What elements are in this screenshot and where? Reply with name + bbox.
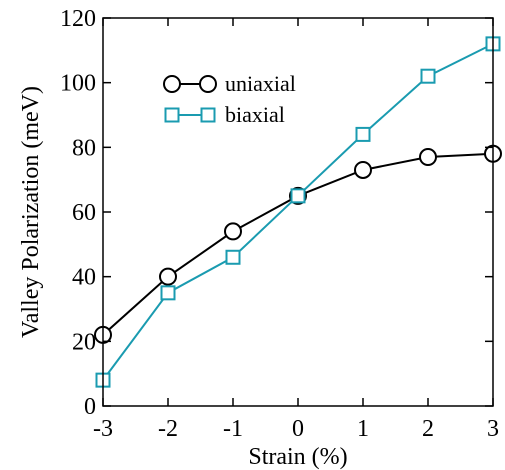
y-tick-label: 20 [72,329,96,355]
x-tick-label: 3 [487,416,499,442]
y-tick-label: 80 [72,135,96,161]
legend-label-uniaxial: uniaxial [225,71,296,96]
legend-marker-biaxial [200,107,216,123]
uniaxial-point [354,160,372,179]
biaxial-point [355,126,371,142]
x-tick-label: 2 [422,416,434,442]
uniaxial-point [159,267,177,286]
biaxial-point [160,285,176,301]
x-tick-label: -3 [93,416,113,442]
biaxial-point [290,188,306,204]
legend-marker-biaxial [164,107,180,123]
x-tick-label: 1 [357,416,369,442]
y-tick-label: 0 [84,394,96,420]
legend-label-biaxial: biaxial [225,102,285,127]
legend-marker-uniaxial [163,75,181,93]
x-tick-label: -1 [223,416,243,442]
y-tick-label: 120 [60,6,96,32]
legend-marker-uniaxial [199,75,217,93]
uniaxial-point [419,148,437,167]
biaxial-line [102,42,494,381]
x-tick-label: -2 [158,416,178,442]
y-tick-label: 40 [72,265,96,291]
uniaxial-line [102,152,494,336]
x-axis-title: Strain (%) [248,444,347,470]
y-axis-title: Valley Polarization (meV) [18,86,44,338]
biaxial-point [225,249,241,265]
legend: uniaxial biaxial [163,71,296,127]
uniaxial-point [224,222,242,241]
x-tick-label: 0 [292,416,304,442]
y-tick-label: 60 [72,200,96,226]
biaxial-point [420,68,436,84]
y-tick-label: 100 [60,71,96,97]
